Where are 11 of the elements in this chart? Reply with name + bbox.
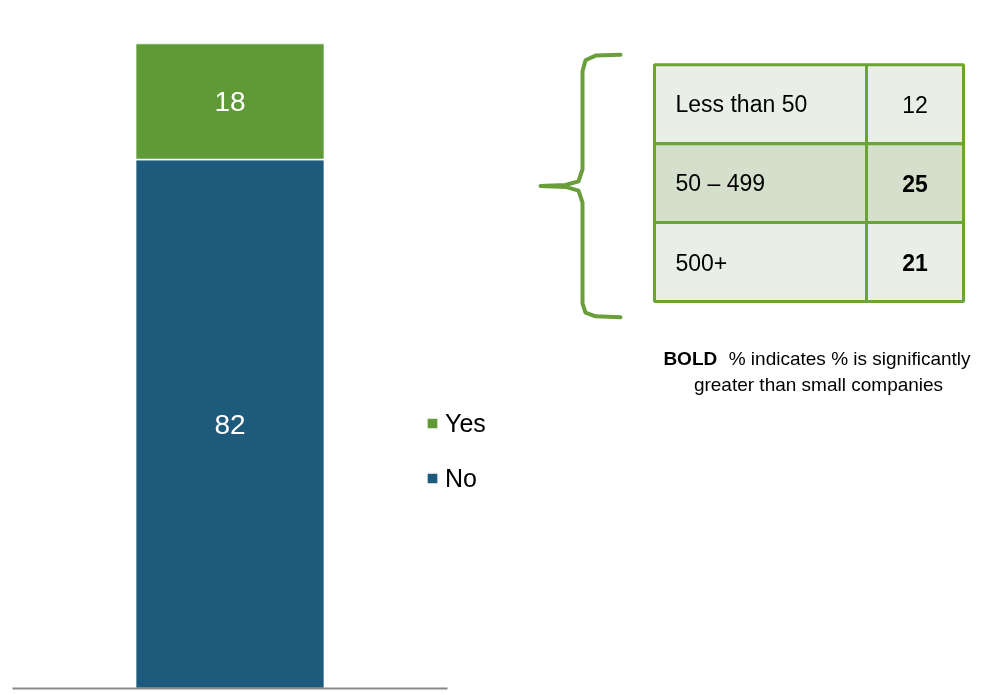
data-label: 18	[214, 86, 246, 118]
category-label: 50 – 499	[675, 170, 766, 197]
category-label: Less than 50	[675, 91, 808, 118]
text: BOLD % indicates % is significantly greater than small companies	[663, 347, 972, 395]
legend-label: Yes	[445, 408, 486, 438]
data-label: 82	[214, 408, 246, 440]
data-label: 12	[902, 91, 928, 118]
category-label: 500+	[675, 249, 728, 276]
data-label: 21	[902, 249, 928, 276]
legend-label: No	[445, 463, 477, 493]
data-label: 25	[902, 170, 928, 197]
